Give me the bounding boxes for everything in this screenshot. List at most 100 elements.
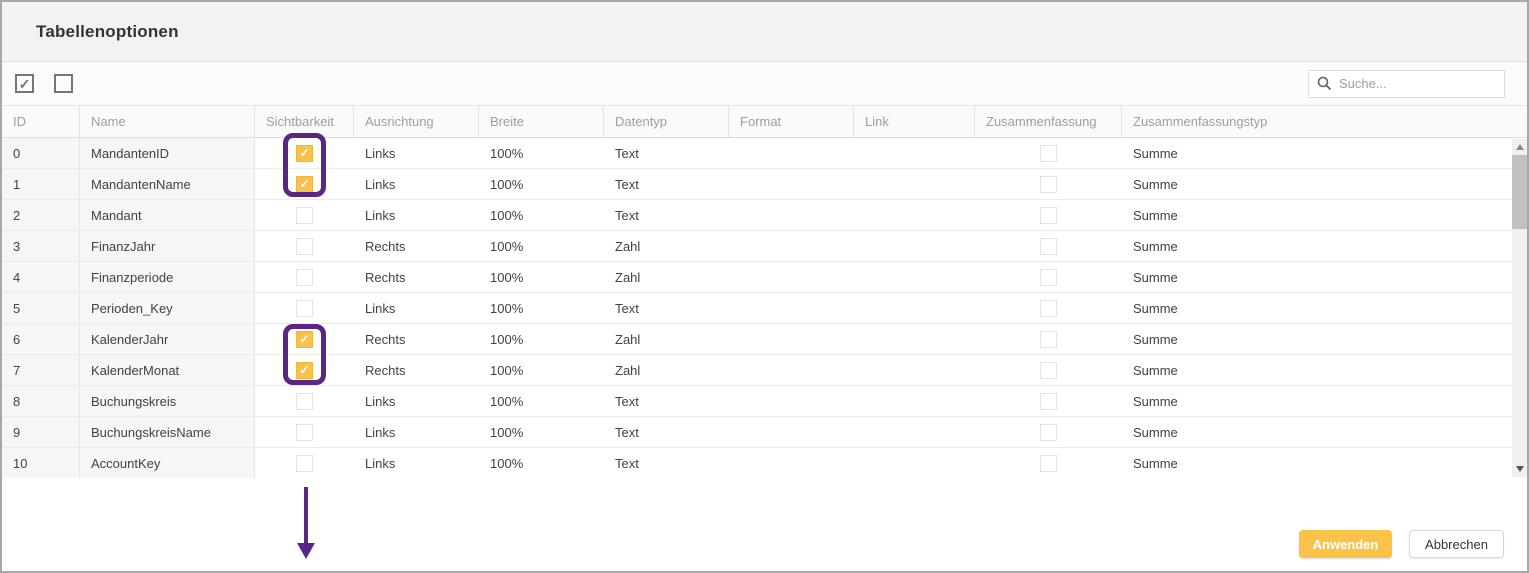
cell-link[interactable] [854, 386, 975, 416]
cell-width[interactable]: 100% [490, 238, 524, 254]
column-header-breite[interactable]: Breite [479, 106, 604, 137]
scrollbar-thumb[interactable] [1512, 155, 1527, 229]
cell-summary-type[interactable]: Summe [1133, 455, 1178, 471]
cell-format[interactable] [729, 448, 854, 478]
cell-summary-type[interactable]: Summe [1133, 238, 1178, 254]
cell-alignment[interactable]: Links [365, 424, 396, 440]
summary-checkbox[interactable] [1040, 299, 1057, 317]
visibility-checkbox[interactable] [296, 392, 313, 410]
visibility-checkbox[interactable] [296, 361, 313, 379]
cell-summary-type[interactable]: Summe [1133, 424, 1178, 440]
visibility-checkbox[interactable] [296, 175, 313, 193]
cell-width[interactable]: 100% [490, 145, 524, 161]
visibility-checkbox[interactable] [296, 423, 313, 441]
cell-link[interactable] [854, 448, 975, 478]
cell-width[interactable]: 100% [490, 207, 524, 223]
cell-format[interactable] [729, 417, 854, 447]
cell-width[interactable]: 100% [490, 269, 524, 285]
summary-checkbox[interactable] [1040, 268, 1057, 286]
cell-alignment[interactable]: Rechts [365, 269, 406, 285]
cell-summary-type[interactable]: Summe [1133, 300, 1178, 316]
cell-summary-type[interactable]: Summe [1133, 331, 1178, 347]
cell-alignment[interactable]: Links [365, 300, 396, 316]
cell-width[interactable]: 100% [490, 176, 524, 192]
cell-datatype[interactable]: Text [615, 393, 639, 409]
summary-checkbox[interactable] [1040, 392, 1057, 410]
visibility-checkbox[interactable] [296, 454, 313, 472]
summary-checkbox[interactable] [1040, 454, 1057, 472]
scrollbar-down-arrow-icon[interactable] [1515, 466, 1524, 472]
column-header-id[interactable]: ID [2, 106, 80, 137]
cell-link[interactable] [854, 231, 975, 261]
summary-checkbox[interactable] [1040, 237, 1057, 255]
visibility-checkbox[interactable] [296, 268, 313, 286]
cell-datatype[interactable]: Text [615, 424, 639, 440]
column-header-ausrichtung[interactable]: Ausrichtung [354, 106, 479, 137]
search-input[interactable] [1339, 76, 1496, 91]
cell-width[interactable]: 100% [490, 362, 524, 378]
cell-datatype[interactable]: Zahl [615, 362, 641, 378]
cell-datatype[interactable]: Text [615, 176, 639, 192]
column-header-link[interactable]: Link [854, 106, 975, 137]
cell-format[interactable] [729, 355, 854, 385]
cell-format[interactable] [729, 138, 854, 168]
summary-checkbox[interactable] [1040, 206, 1057, 224]
column-header-name[interactable]: Name [80, 106, 255, 137]
deselect-all-checkbox[interactable] [54, 74, 73, 93]
cell-alignment[interactable]: Rechts [365, 362, 406, 378]
cell-summary-type[interactable]: Summe [1133, 269, 1178, 285]
cell-alignment[interactable]: Links [365, 145, 396, 161]
cell-summary-type[interactable]: Summe [1133, 145, 1178, 161]
cell-summary-type[interactable]: Summe [1133, 362, 1178, 378]
cell-width[interactable]: 100% [490, 331, 524, 347]
cell-width[interactable]: 100% [490, 424, 524, 440]
cell-alignment[interactable]: Links [365, 176, 396, 192]
visibility-checkbox[interactable] [296, 299, 313, 317]
cell-datatype[interactable]: Zahl [615, 238, 641, 254]
cancel-button[interactable]: Abbrechen [1409, 530, 1504, 558]
column-header-format[interactable]: Format [729, 106, 854, 137]
cell-datatype[interactable]: Text [615, 145, 639, 161]
apply-button[interactable]: Anwenden [1299, 530, 1392, 558]
cell-format[interactable] [729, 293, 854, 323]
cell-link[interactable] [854, 262, 975, 292]
summary-checkbox[interactable] [1040, 361, 1057, 379]
cell-alignment[interactable]: Links [365, 455, 396, 471]
visibility-checkbox[interactable] [296, 330, 313, 348]
column-header-zusammenfassung[interactable]: Zusammenfassung [975, 106, 1122, 137]
cell-width[interactable]: 100% [490, 300, 524, 316]
summary-checkbox[interactable] [1040, 175, 1057, 193]
visibility-checkbox[interactable] [296, 144, 313, 162]
cell-summary-type[interactable]: Summe [1133, 207, 1178, 223]
cell-link[interactable] [854, 138, 975, 168]
visibility-checkbox[interactable] [296, 206, 313, 224]
summary-checkbox[interactable] [1040, 330, 1057, 348]
cell-format[interactable] [729, 324, 854, 354]
cell-datatype[interactable]: Text [615, 207, 639, 223]
cell-link[interactable] [854, 324, 975, 354]
cell-link[interactable] [854, 200, 975, 230]
summary-checkbox[interactable] [1040, 144, 1057, 162]
column-header-sichtbarkeit[interactable]: Sichtbarkeit [255, 106, 354, 137]
cell-datatype[interactable]: Zahl [615, 269, 641, 285]
scrollbar-up-arrow-icon[interactable] [1515, 144, 1524, 150]
cell-link[interactable] [854, 417, 975, 447]
search-box[interactable] [1308, 69, 1505, 98]
cell-summary-type[interactable]: Summe [1133, 176, 1178, 192]
cell-datatype[interactable]: Zahl [615, 331, 641, 347]
cell-summary-type[interactable]: Summe [1133, 393, 1178, 409]
cell-link[interactable] [854, 293, 975, 323]
cell-format[interactable] [729, 200, 854, 230]
cell-alignment[interactable]: Links [365, 393, 396, 409]
cell-format[interactable] [729, 231, 854, 261]
cell-format[interactable] [729, 386, 854, 416]
vertical-scrollbar[interactable] [1512, 139, 1527, 477]
cell-alignment[interactable]: Rechts [365, 238, 406, 254]
visibility-checkbox[interactable] [296, 237, 313, 255]
cell-alignment[interactable]: Links [365, 207, 396, 223]
cell-datatype[interactable]: Text [615, 300, 639, 316]
cell-link[interactable] [854, 169, 975, 199]
cell-width[interactable]: 100% [490, 455, 524, 471]
cell-datatype[interactable]: Text [615, 455, 639, 471]
cell-format[interactable] [729, 262, 854, 292]
